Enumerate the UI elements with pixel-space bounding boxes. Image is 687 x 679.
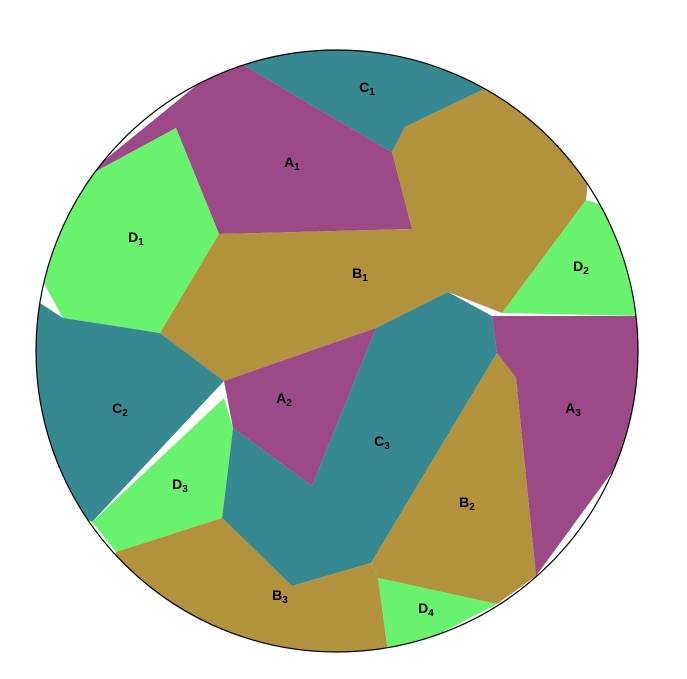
region-letter: D — [418, 600, 428, 616]
region-d3 — [92, 398, 233, 552]
region-label-b2: B2 — [459, 494, 475, 513]
region-b2 — [371, 353, 536, 604]
region-a2 — [224, 328, 376, 486]
region-subscript: 2 — [122, 408, 128, 419]
region-letter: D — [128, 229, 138, 245]
region-subscript: 2 — [469, 502, 475, 513]
region-subscript: 3 — [384, 441, 390, 452]
region-letter: B — [459, 494, 469, 510]
region-label-a1: A1 — [284, 154, 300, 173]
region-letter: A — [284, 154, 294, 170]
region-letter: B — [272, 587, 282, 603]
region-subscript: 1 — [369, 87, 375, 98]
region-label-b1: B1 — [352, 265, 368, 284]
region-label-a3: A3 — [565, 400, 581, 419]
region-c2 — [36, 290, 224, 522]
region-label-d3: D3 — [172, 476, 188, 495]
region-label-c2: C2 — [112, 400, 128, 419]
region-letter: B — [352, 265, 362, 281]
region-a1 — [80, 58, 412, 234]
region-subscript: 3 — [575, 408, 581, 419]
region-label-d1: D1 — [128, 229, 144, 248]
region-subscript: 3 — [182, 484, 188, 495]
region-subscript: 1 — [362, 273, 368, 284]
circle-outline — [35, 49, 639, 653]
region-letter: C — [359, 79, 369, 95]
region-letter: C — [112, 400, 122, 416]
region-subscript: 2 — [286, 398, 292, 409]
region-label-b3: B3 — [272, 587, 288, 606]
region-label-c3: C3 — [374, 433, 390, 452]
region-label-d2: D2 — [573, 258, 589, 277]
region-subscript: 2 — [583, 266, 589, 277]
region-letter: A — [565, 400, 575, 416]
region-a3 — [492, 316, 638, 576]
region-subscript: 1 — [138, 237, 144, 248]
region-subscript: 4 — [428, 608, 434, 619]
region-subscript: 1 — [294, 162, 300, 173]
region-c3 — [222, 292, 497, 586]
region-letter: C — [374, 433, 384, 449]
region-d4 — [378, 578, 497, 652]
region-subscript: 3 — [282, 595, 288, 606]
region-label-c1: C1 — [359, 79, 375, 98]
region-letter: D — [573, 258, 583, 274]
region-label-a2: A2 — [276, 390, 292, 409]
region-b1 — [160, 50, 600, 381]
region-letter: A — [276, 390, 286, 406]
region-letter: D — [172, 476, 182, 492]
region-label-d4: D4 — [418, 600, 434, 619]
